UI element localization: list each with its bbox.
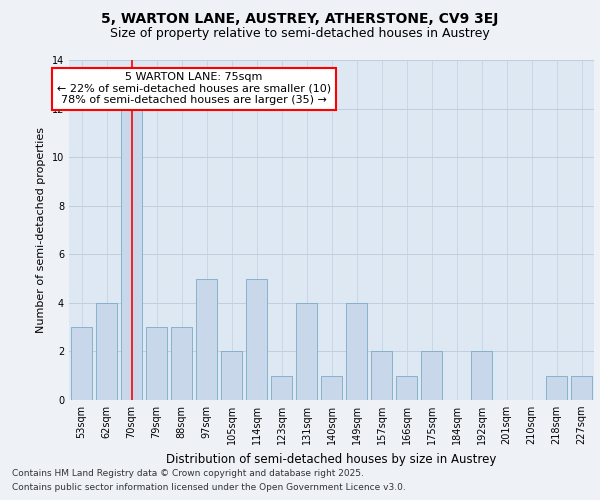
Text: 5, WARTON LANE, AUSTREY, ATHERSTONE, CV9 3EJ: 5, WARTON LANE, AUSTREY, ATHERSTONE, CV9… — [101, 12, 499, 26]
Text: Contains public sector information licensed under the Open Government Licence v3: Contains public sector information licen… — [12, 484, 406, 492]
Bar — [221, 352, 242, 400]
Y-axis label: Number of semi-detached properties: Number of semi-detached properties — [36, 127, 46, 333]
Bar — [371, 352, 392, 400]
Bar — [121, 108, 142, 400]
Bar — [171, 327, 192, 400]
Bar — [396, 376, 417, 400]
Bar — [346, 303, 367, 400]
Bar — [571, 376, 592, 400]
Bar — [96, 303, 117, 400]
Bar — [146, 327, 167, 400]
X-axis label: Distribution of semi-detached houses by size in Austrey: Distribution of semi-detached houses by … — [166, 452, 497, 466]
Bar — [321, 376, 342, 400]
Bar — [71, 327, 92, 400]
Bar — [246, 278, 267, 400]
Bar — [421, 352, 442, 400]
Bar — [296, 303, 317, 400]
Bar — [471, 352, 492, 400]
Bar — [196, 278, 217, 400]
Bar — [546, 376, 567, 400]
Text: Contains HM Land Registry data © Crown copyright and database right 2025.: Contains HM Land Registry data © Crown c… — [12, 468, 364, 477]
Text: Size of property relative to semi-detached houses in Austrey: Size of property relative to semi-detach… — [110, 28, 490, 40]
Bar — [271, 376, 292, 400]
Text: 5 WARTON LANE: 75sqm
← 22% of semi-detached houses are smaller (10)
78% of semi-: 5 WARTON LANE: 75sqm ← 22% of semi-detac… — [57, 72, 331, 106]
